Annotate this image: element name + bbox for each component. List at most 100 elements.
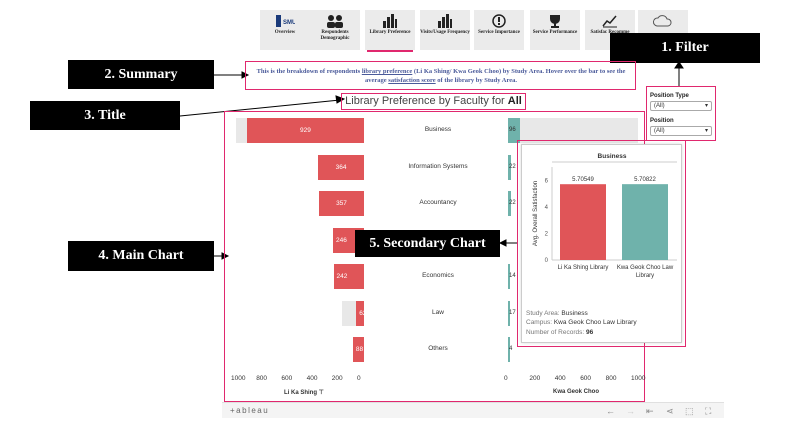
lks-bar[interactable] [352, 337, 364, 362]
secondary-chart-box [517, 140, 686, 347]
category-label: Economics [422, 272, 454, 279]
nav-tile-label: Respondents Demographic [320, 30, 350, 41]
category-label: Law [432, 308, 444, 316]
kgc-bar[interactable] [508, 264, 510, 289]
satisfaction-bar [560, 184, 606, 260]
category-label: Others [428, 345, 448, 352]
y-axis-title: Avg. Overall Satisfaction [533, 181, 539, 246]
library-preference-link[interactable]: library preference [361, 68, 413, 75]
x-category-label: Kwa Geok Choo Law [617, 265, 674, 271]
share-icon[interactable]: ⋖ [666, 406, 674, 416]
nav-tile[interactable]: Respondents Demographic [310, 10, 360, 50]
left-axis-title: Li Ka Shing ⊤ [284, 390, 324, 396]
kgc-bar-label: 22 [509, 200, 516, 206]
cloud-icon [653, 15, 672, 27]
nav-tile[interactable]: SMU Overview [260, 10, 310, 50]
lks-bar[interactable] [246, 118, 364, 143]
left-axis-tick: 1000 [231, 375, 246, 382]
trophy-icon [550, 15, 560, 28]
kgc-bar[interactable] [508, 191, 511, 216]
y-tick-label: 4 [545, 205, 549, 211]
line-chart-icon [602, 15, 617, 28]
kgc-bar[interactable] [508, 118, 521, 143]
dropdown-arrow-icon: ▾ [704, 103, 708, 109]
lks-bar[interactable] [318, 154, 364, 180]
undo-icon[interactable]: ← [606, 406, 615, 416]
satisfaction-value-label: 5.70549 [572, 177, 594, 183]
dropdown-arrow-icon: ▾ [704, 128, 708, 134]
kgc-bar[interactable] [508, 337, 510, 362]
left-axis-tick: 400 [306, 375, 318, 382]
kgc-bar-label: 14 [509, 273, 516, 279]
nav-tile-label: Service Importance [478, 30, 520, 35]
right-axis-tick: 200 [529, 375, 541, 382]
active-tab-indicator [367, 50, 413, 52]
right-axis-tick: 600 [580, 375, 592, 382]
secondary-chart-title: Business [598, 153, 627, 160]
nav-tile[interactable]: Visits/Usage Frequency [420, 10, 470, 50]
filter-label: Position Type [650, 93, 689, 99]
lks-bar[interactable] [333, 264, 364, 289]
position-type-select[interactable]: (All) ▾ [650, 101, 712, 111]
kgc-bar[interactable] [508, 154, 511, 180]
download-icon[interactable]: ⬚ [685, 406, 694, 416]
callout-secondary-chart: 5. Secondary Chart [355, 230, 500, 257]
y-tick-label: 6 [545, 178, 549, 184]
right-axis-tick: 0 [504, 375, 508, 382]
nav-tile-label: Service Performance [532, 30, 578, 35]
kgc-bar-label: 17 [509, 309, 516, 316]
position-select[interactable]: (All) ▾ [650, 126, 712, 136]
satisfaction-bar [622, 184, 668, 260]
summary-box [245, 61, 636, 90]
revert-icon[interactable]: ⇤ [646, 406, 654, 416]
nav-tile[interactable]: Service Importance [474, 10, 524, 50]
nav-tile-label: Overview [274, 30, 296, 35]
lks-bar-label: 62 [359, 309, 367, 317]
kgc-bar-label: 4 [509, 346, 513, 352]
callout-main-chart: 4. Main Chart [68, 241, 214, 271]
nav-tile-label: Library Preference [369, 30, 411, 35]
tableau-logo[interactable]: +ableau [230, 406, 270, 415]
tooltip-details: Study Area: Business Campus: Kwa Geok Ch… [526, 310, 637, 336]
lks-bar[interactable] [319, 191, 364, 216]
right-axis-tick: 1000 [631, 375, 646, 382]
lks-bar[interactable] [356, 300, 364, 326]
left-axis-tick: 0 [357, 375, 361, 382]
nav-tile-label: Satisfac Recomme [590, 30, 629, 35]
kgc-bar-label: 22 [509, 163, 516, 170]
filter-position-type: Position Type (All) ▾ [650, 93, 712, 111]
left-axis-tick: 800 [256, 375, 268, 382]
x-category-label-line2: Library [636, 273, 654, 279]
lks-bar-label: 242 [336, 273, 348, 280]
smu-logo-icon: SMU [276, 15, 296, 27]
callout-title: 3. Title [30, 101, 180, 130]
lks-bar-label: 246 [336, 236, 347, 244]
summary-text: This is the breakdown of respondents lib… [256, 68, 626, 85]
category-label: Business [424, 126, 452, 133]
tooltip-panel: Business 0 2 4 6 Avg. Overall Satisfaction 5.7… [521, 144, 682, 343]
exclamation-icon [492, 14, 506, 28]
fullscreen-icon[interactable]: ⛶ [705, 406, 712, 416]
kgc-bar[interactable] [508, 300, 511, 326]
lks-bar-label: 929 [300, 127, 311, 134]
title-box [341, 93, 526, 110]
callout-summary: 2. Summary [68, 60, 214, 89]
y-tick-label: 0 [545, 258, 549, 264]
satisfaction-value-label: 5.70822 [634, 177, 656, 183]
category-label: Information Systems [408, 162, 468, 170]
kgc-bar-background [508, 118, 638, 143]
bar-chart-icon [383, 14, 397, 28]
lks-bar-label: 88 [355, 346, 364, 353]
filter-position: Position (All) ▾ [650, 118, 712, 136]
nav-tile[interactable]: Service Performance [530, 10, 580, 50]
chart-title: Library Preference by Faculty for All [345, 95, 522, 107]
bar-chart-icon [438, 14, 452, 28]
redo-icon[interactable]: → [626, 406, 635, 416]
nav-tile[interactable]: Library Preference [365, 10, 415, 50]
lks-bar-label: 364 [335, 163, 347, 171]
right-axis-title: Kwa Geok Choo [553, 389, 600, 395]
callout-filter: 1. Filter [610, 33, 760, 63]
lks-bar-label: 357 [336, 200, 347, 207]
nav-tile-label: Visits/Usage Frequency [420, 30, 470, 35]
satisfaction-score-link[interactable]: satisfaction score [388, 77, 436, 85]
